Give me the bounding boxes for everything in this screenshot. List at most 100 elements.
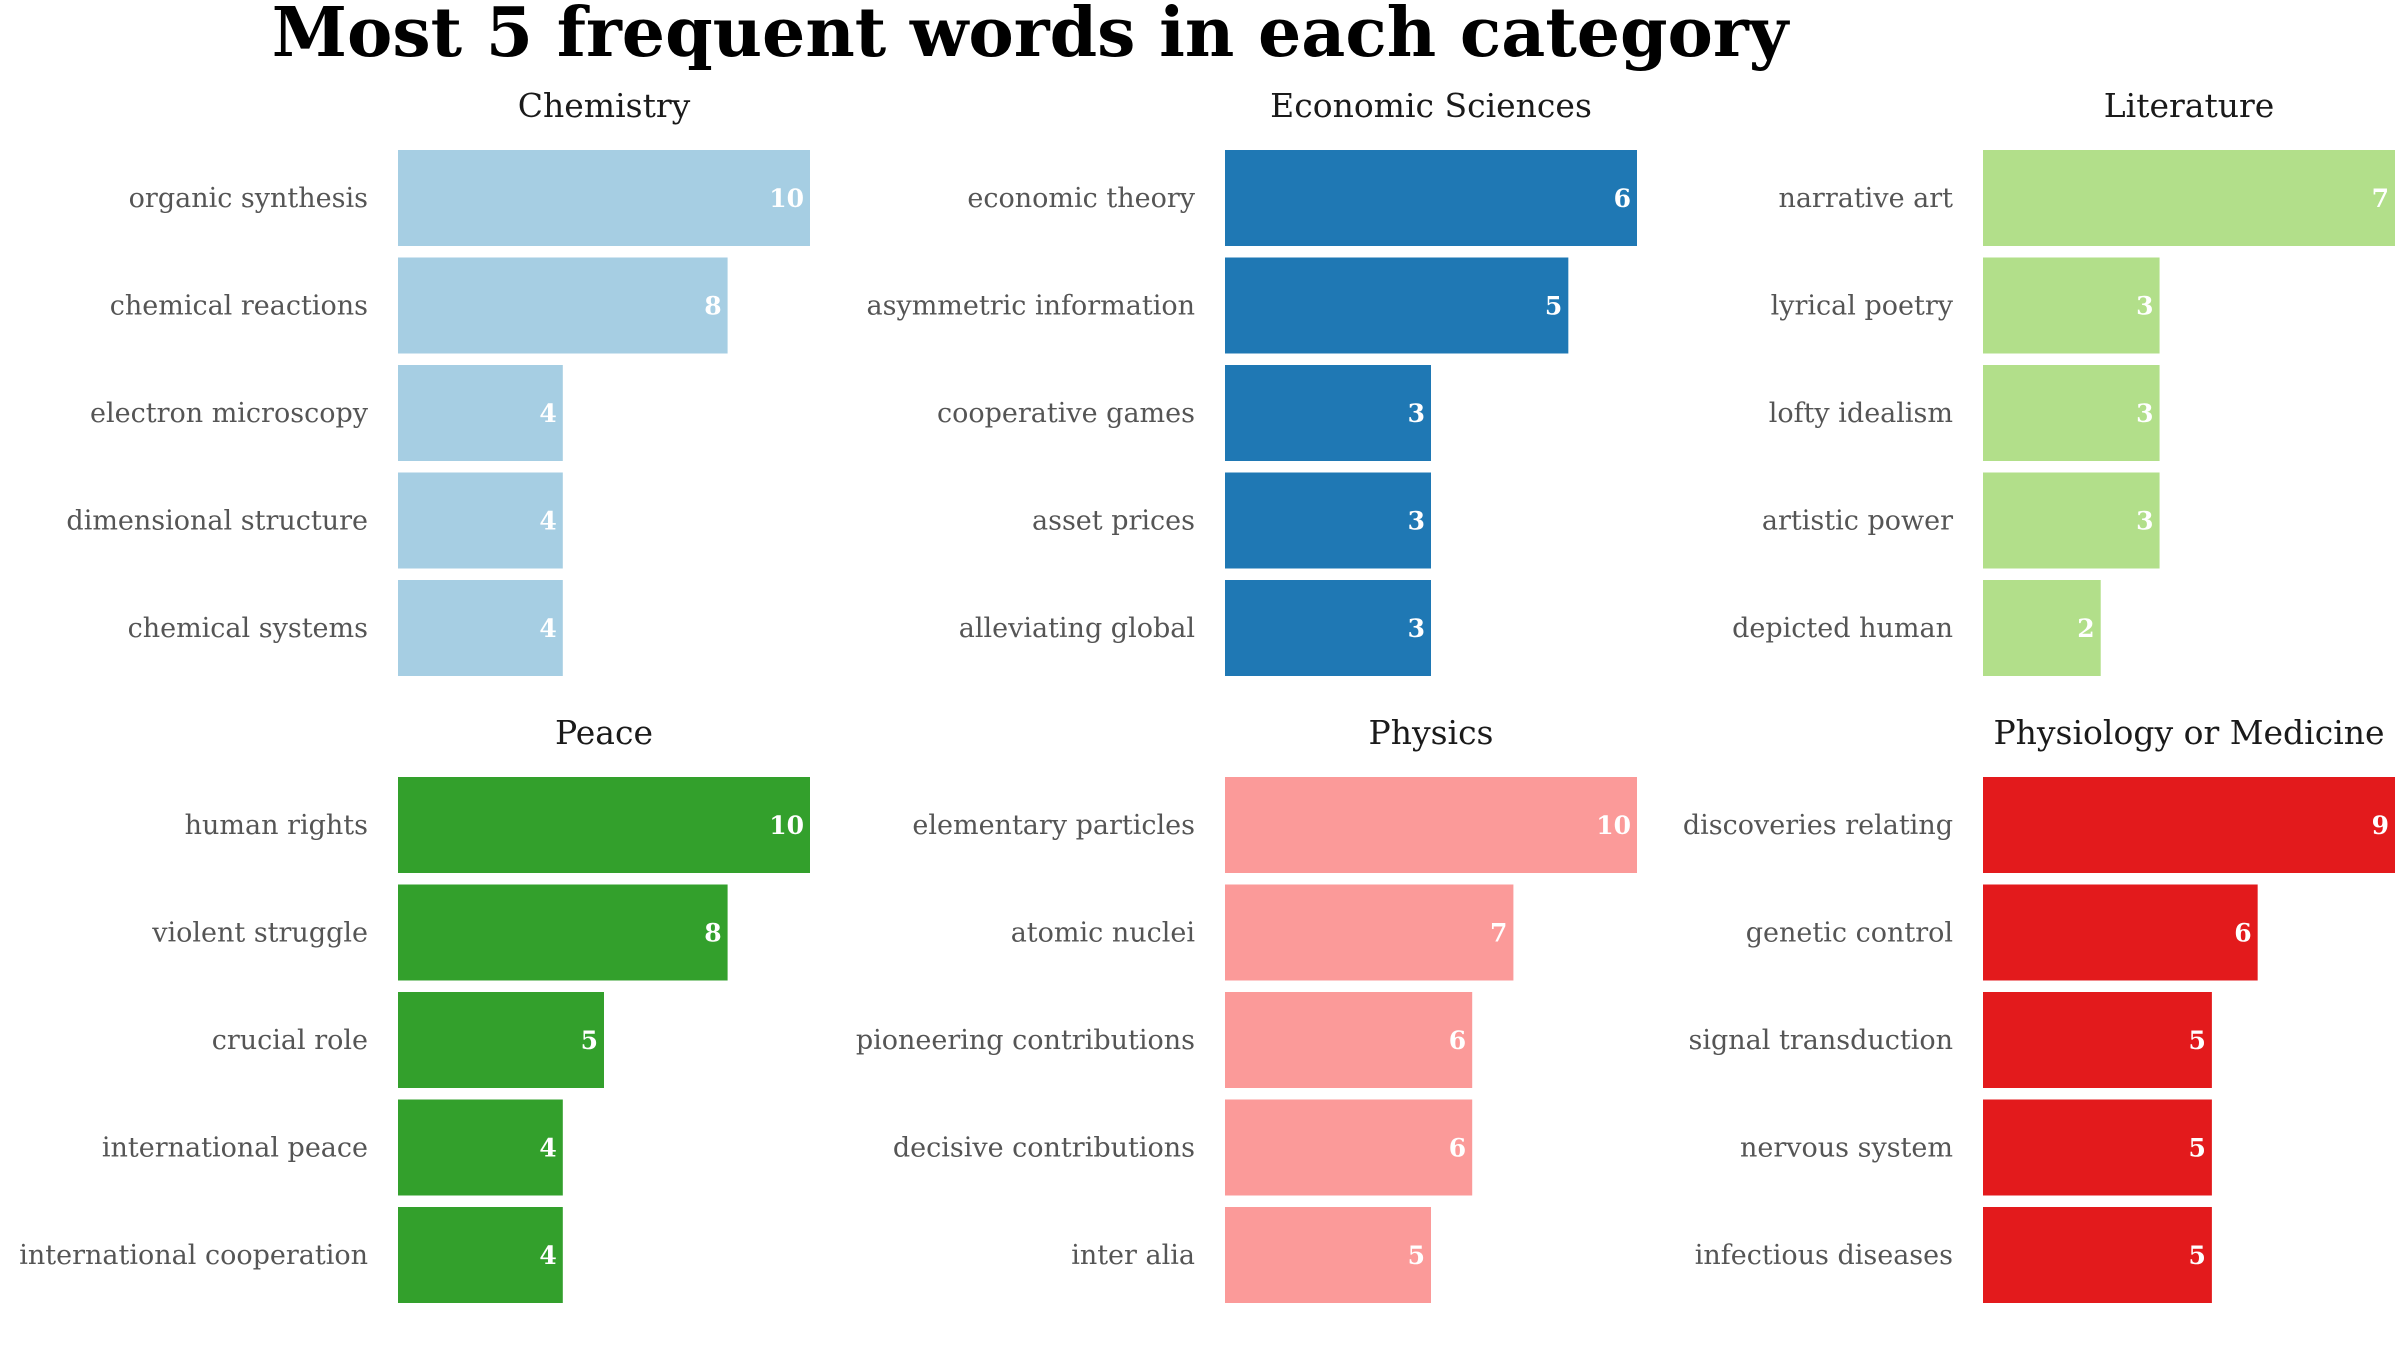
word-label: chemical reactions: [110, 291, 368, 322]
bar: [398, 472, 563, 569]
bar: [1983, 257, 2160, 354]
word-label: elementary particles: [912, 810, 1195, 841]
value-label: 5: [581, 1026, 598, 1055]
bar: [1225, 992, 1473, 1088]
panel-title: Peace: [555, 713, 653, 752]
value-label: 10: [769, 811, 804, 840]
word-label: crucial role: [212, 1025, 368, 1056]
value-label: 4: [539, 507, 556, 536]
bar: [1983, 992, 2212, 1088]
bar: [1983, 472, 2160, 569]
bar: [398, 580, 563, 676]
bar: [1225, 1207, 1431, 1303]
word-label: electron microscopy: [90, 398, 369, 429]
word-label: economic theory: [967, 183, 1195, 214]
value-label: 5: [1408, 1241, 1425, 1270]
bar: [1225, 150, 1637, 246]
panel-physics: Physics elementary particles 10 atomic nucl…: [856, 713, 1637, 1303]
value-label: 8: [704, 919, 721, 948]
value-label: 7: [2372, 184, 2389, 213]
bar: [1225, 257, 1569, 354]
panel-title: Chemistry: [518, 86, 691, 125]
bar: [1983, 150, 2395, 246]
word-label: lofty idealism: [1769, 398, 1953, 429]
chart-title: Most 5 frequent words in each category: [272, 0, 1791, 73]
value-label: 5: [2188, 1134, 2205, 1163]
value-label: 10: [1596, 811, 1631, 840]
bar: [1225, 580, 1431, 676]
word-label: discoveries relating: [1683, 810, 1953, 841]
word-label: human rights: [185, 810, 368, 841]
value-label: 5: [1545, 292, 1562, 321]
value-label: 6: [2234, 919, 2251, 948]
bar: [1983, 580, 2101, 676]
bar: [398, 257, 728, 354]
word-label: international peace: [102, 1133, 368, 1164]
word-label: decisive contributions: [893, 1133, 1195, 1164]
word-label: infectious diseases: [1695, 1240, 1953, 1271]
bar: [1225, 1099, 1473, 1196]
value-label: 4: [539, 1241, 556, 1270]
word-label: inter alia: [1071, 1240, 1195, 1271]
word-label: organic synthesis: [129, 183, 368, 214]
word-label: nervous system: [1740, 1133, 1953, 1164]
word-label: alleviating global: [959, 613, 1195, 644]
chart-panels: Chemistry organic synthesis 10 chemical rea…: [19, 86, 2395, 1303]
value-label: 6: [1449, 1134, 1466, 1163]
word-label: asymmetric information: [867, 291, 1196, 322]
word-label: cooperative games: [937, 398, 1195, 429]
bar: [398, 150, 810, 246]
bar: [1225, 472, 1431, 569]
bar: [1225, 365, 1431, 461]
word-label: genetic control: [1746, 918, 1953, 949]
word-label: artistic power: [1762, 506, 1953, 537]
word-label: lyrical poetry: [1771, 291, 1954, 322]
panel-peace: Peace human rights 10 violent struggle 8 cruc…: [19, 713, 810, 1303]
value-label: 5: [2188, 1241, 2205, 1270]
value-label: 3: [1408, 614, 1425, 643]
word-label: asset prices: [1032, 506, 1195, 537]
word-label: international cooperation: [19, 1240, 368, 1271]
bar: [1983, 777, 2395, 873]
value-label: 2: [2077, 614, 2094, 643]
panel-title: Economic Sciences: [1270, 86, 1592, 125]
word-label: chemical systems: [128, 613, 368, 644]
value-label: 10: [769, 184, 804, 213]
value-label: 4: [539, 614, 556, 643]
bar: [1983, 365, 2160, 461]
word-label: dimensional structure: [66, 506, 368, 537]
bar: [398, 884, 728, 981]
word-label: narrative art: [1778, 183, 1953, 214]
bar: [398, 992, 604, 1088]
value-label: 6: [1449, 1026, 1466, 1055]
value-label: 5: [2188, 1026, 2205, 1055]
word-label: pioneering contributions: [856, 1025, 1195, 1056]
value-label: 8: [704, 292, 721, 321]
value-label: 4: [539, 1134, 556, 1163]
word-label: atomic nuclei: [1011, 918, 1196, 949]
word-label: depicted human: [1732, 613, 1953, 644]
panel-physiology-or-medicine: Physiology or Medicine discoveries relati…: [1683, 713, 2395, 1303]
value-label: 3: [2136, 507, 2153, 536]
bar: [398, 1207, 563, 1303]
panel-title: Physiology or Medicine: [1993, 713, 2384, 752]
word-label: signal transduction: [1688, 1025, 1953, 1056]
panel-chemistry: Chemistry organic synthesis 10 chemical rea…: [66, 86, 810, 676]
bar: [1225, 777, 1637, 873]
panel-economic-sciences: Economic Sciences economic theory 6 asymmet…: [867, 86, 1637, 676]
value-label: 9: [2372, 811, 2389, 840]
bar: [1983, 884, 2258, 981]
panel-title: Literature: [2104, 86, 2275, 125]
bar: [398, 365, 563, 461]
bar: [398, 777, 810, 873]
value-label: 3: [1408, 507, 1425, 536]
panel-title: Physics: [1368, 713, 1493, 752]
value-label: 4: [539, 399, 556, 428]
value-label: 6: [1614, 184, 1631, 213]
word-label: violent struggle: [151, 918, 368, 949]
value-label: 3: [2136, 399, 2153, 428]
panel-literature: Literature narrative art 7 lyrical poetry 3 l…: [1732, 86, 2395, 676]
bar: [1225, 884, 1514, 981]
